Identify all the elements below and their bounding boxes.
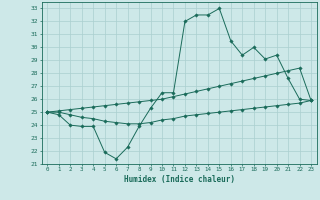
X-axis label: Humidex (Indice chaleur): Humidex (Indice chaleur) xyxy=(124,175,235,184)
